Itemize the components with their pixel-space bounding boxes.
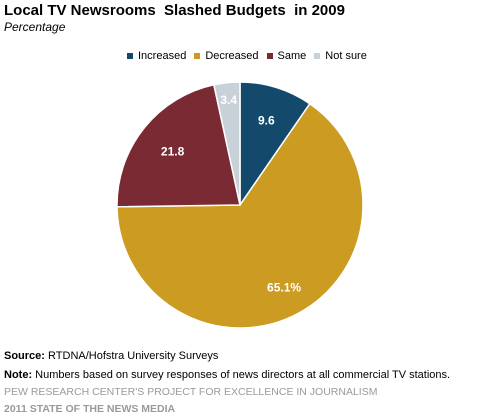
note-label: Note: — [4, 369, 33, 381]
legend-item-same: Same — [266, 50, 307, 62]
legend-label-not-sure: Not sure — [325, 50, 367, 62]
legend-swatch-same — [266, 53, 273, 59]
legend-swatch-increased — [127, 53, 133, 59]
legend-item-decreased: Decreased — [194, 50, 259, 62]
slice-label-decreased: 65.1% — [267, 280, 301, 294]
legend-item-increased: Increased — [127, 50, 186, 62]
legend-label-decreased: Decreased — [205, 50, 259, 62]
source-line: Source: RTDNA/Hofstra University Surveys — [4, 350, 218, 362]
source-text: RTDNA/Hofstra University Surveys — [48, 350, 219, 362]
slice-label-increased: 9.6 — [258, 113, 275, 127]
organization-credit: PEW RESEARCH CENTER'S PROJECT FOR EXCELL… — [4, 386, 378, 398]
note-line: Note: Numbers based on survey responses … — [4, 369, 450, 381]
source-label: Source: — [4, 350, 45, 362]
slice-label-same: 21.8 — [161, 144, 185, 158]
legend-label-increased: Increased — [138, 50, 187, 62]
legend-item-not-sure: Not sure — [314, 50, 367, 62]
pie-slice-same — [116, 83, 241, 208]
legend-swatch-decreased — [194, 53, 201, 59]
chart-title: Local TV Newsrooms Slashed Budgets in 20… — [4, 2, 345, 19]
legend-swatch-not-sure — [314, 53, 321, 59]
pie-slice-decreased — [116, 102, 364, 329]
legend: Increased Decreased Same Not sure — [127, 50, 375, 62]
slice-label-not-sure: 3.4 — [220, 93, 237, 107]
legend-label-same: Same — [277, 50, 307, 62]
pie-slice-not-sure — [213, 81, 241, 206]
report-credit: 2011 STATE OF THE NEWS MEDIA — [4, 403, 176, 415]
chart-subtitle: Percentage — [4, 20, 66, 34]
note-text: Numbers based on survey responses of new… — [35, 369, 451, 381]
pie-slice-increased — [239, 81, 311, 208]
